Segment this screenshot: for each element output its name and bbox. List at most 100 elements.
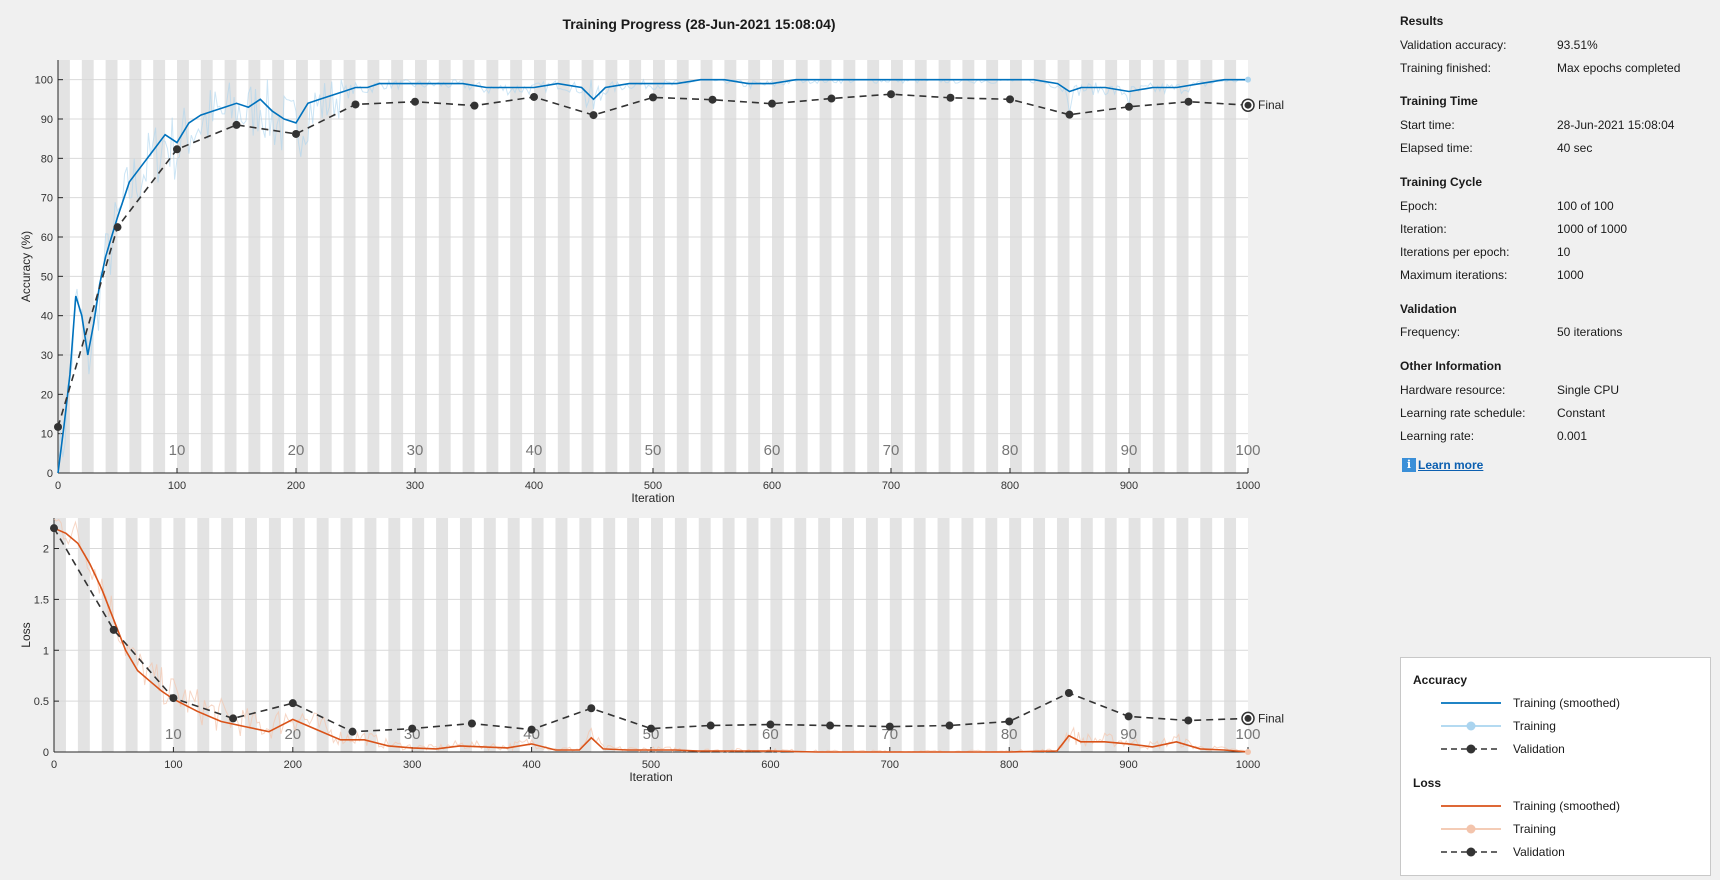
acc-final-label: Final: [1258, 98, 1284, 112]
acc-validation-point: [649, 93, 657, 102]
loss-validation-point: [1064, 688, 1073, 697]
acc-training-last-point: [1245, 76, 1251, 83]
acc-epoch-band: [1057, 60, 1070, 473]
acc-epoch-band: [105, 60, 118, 473]
loss-validation-point: [1005, 717, 1014, 726]
acc-y-tick-label: 40: [41, 311, 53, 323]
loss-epoch-band: [101, 518, 114, 752]
acc-epoch-label: 90: [1121, 442, 1138, 459]
loss-epoch-band: [651, 518, 663, 752]
loss-x-tick-label: 700: [881, 759, 899, 771]
acc-validation-point: [351, 100, 360, 109]
loss-validation-point: [587, 704, 596, 713]
acc-x-axis-label: Iteration: [631, 491, 674, 505]
loss-epoch-band: [1224, 518, 1237, 752]
loss-epoch-label: 30: [404, 726, 421, 743]
acc-training-raw-line: [57, 78, 1249, 474]
loss-y-axis-label: Loss: [19, 622, 33, 647]
loss-epoch-band: [77, 518, 90, 752]
acc-validation-point: [173, 145, 181, 154]
results-header: Results: [1400, 14, 1444, 28]
loss-epoch-band: [54, 518, 66, 752]
loss-epoch-band: [125, 518, 138, 752]
loss-epoch-band: [507, 518, 520, 752]
loss-epoch-band: [627, 518, 640, 752]
acc-epoch-band: [272, 60, 285, 473]
loss-epoch-band: [722, 518, 735, 752]
learn-more-link[interactable]: i Learn more: [1402, 458, 1483, 472]
loss-validation-point: [467, 719, 476, 728]
acc-x-tick-label: 800: [1001, 480, 1019, 492]
loss-epoch-band: [173, 518, 186, 752]
acc-y-axis-label: Accuracy (%): [19, 231, 33, 302]
loss-epoch-band: [770, 518, 783, 752]
acc-validation-point: [292, 129, 300, 138]
loss-epoch-band: [221, 518, 234, 752]
acc-epoch-band: [795, 60, 808, 473]
acc-y-tick-label: 50: [41, 271, 53, 283]
frequency-value: 50 iterations: [1557, 325, 1623, 339]
acc-x-tick-label: 0: [55, 480, 61, 492]
loss-validation-point: [348, 727, 357, 736]
hardware-label: Hardware resource:: [1400, 383, 1506, 397]
acc-training-smoothed-line: [57, 78, 1248, 474]
acc-validation-point: [887, 90, 895, 99]
acc-epoch-label: 50: [645, 442, 662, 459]
loss-epoch-band: [340, 518, 353, 752]
ipe-value: 10: [1557, 245, 1571, 259]
acc-x-tick-label: 500: [644, 480, 662, 492]
start-label: Start time:: [1400, 118, 1455, 132]
learn-more-text[interactable]: Learn more: [1418, 458, 1484, 472]
acc-epoch-label: 100: [1235, 442, 1260, 459]
loss-epoch-label: 100: [1235, 726, 1260, 743]
acc-validation-line: [57, 93, 1249, 428]
loss-epoch-band: [1104, 518, 1117, 752]
validation-header: Validation: [1400, 302, 1457, 316]
loss-epoch-band: [889, 518, 902, 752]
loss-x-tick-label: 900: [1119, 759, 1137, 771]
finished-value: Max epochs completed: [1557, 61, 1681, 75]
acc-epoch-band: [1081, 60, 1094, 473]
legend-acc-training-label: Training: [1513, 719, 1556, 733]
loss-validation-point: [1124, 712, 1133, 721]
acc-y-tick-label: 80: [41, 153, 53, 165]
loss-epoch-band: [364, 518, 377, 752]
acc-epoch-band: [391, 60, 404, 473]
loss-validation-point: [229, 714, 238, 723]
acc-epoch-label: 20: [288, 442, 305, 459]
legend-loss-smoothed-label: Training (smoothed): [1513, 799, 1620, 813]
loss-epoch-band: [937, 518, 950, 752]
loss-x-tick-label: 100: [164, 759, 182, 771]
legend-loss-training-swatch: [1441, 824, 1501, 834]
acc-epoch-band: [534, 60, 546, 473]
acc-epoch-band: [343, 60, 356, 473]
acc-epoch-label: 30: [407, 442, 424, 459]
acc-epoch-band: [605, 60, 618, 473]
legend-acc-smoothed-swatch: [1441, 702, 1501, 704]
legend-acc-training-swatch: [1441, 721, 1501, 731]
loss-x-tick-label: 600: [761, 759, 779, 771]
acc-epoch-label: 70: [883, 442, 900, 459]
epoch-value: 100 of 100: [1557, 199, 1614, 213]
acc-epoch-band: [129, 60, 142, 473]
val-acc-value: 93.51%: [1557, 38, 1598, 52]
lr-label: Learning rate:: [1400, 429, 1475, 443]
acc-validation-point: [827, 94, 836, 103]
acc-epoch-band: [772, 60, 784, 473]
chart-title: Training Progress (28-Jun-2021 15:08:04): [562, 16, 836, 32]
loss-epoch-band: [1176, 518, 1189, 752]
acc-epoch-label: 60: [764, 442, 781, 459]
acc-epoch-band: [557, 60, 570, 473]
loss-epoch-label: 40: [523, 726, 540, 743]
loss-epoch-label: 50: [643, 726, 660, 743]
loss-epoch-band: [1152, 518, 1165, 752]
cycle-header: Training Cycle: [1400, 175, 1483, 189]
loss-epoch-band: [1056, 518, 1069, 752]
acc-epoch-band: [724, 60, 737, 473]
loss-epoch-band: [674, 518, 687, 752]
loss-y-tick-label: 0: [43, 747, 49, 759]
loss-epoch-band: [316, 518, 329, 752]
acc-epoch-band: [581, 60, 594, 473]
acc-epoch-band: [224, 60, 237, 473]
loss-epoch-band: [913, 518, 926, 752]
